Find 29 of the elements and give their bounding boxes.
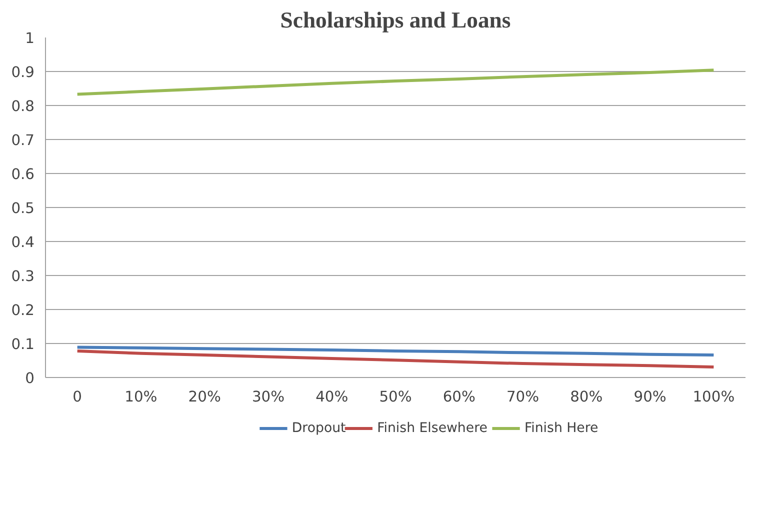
x-tick-label: 80% (570, 388, 603, 406)
x-tick-label: 0 (72, 388, 82, 406)
y-tick-label: 0.4 (11, 234, 35, 251)
line-series (76, 346, 716, 357)
chart-title: Scholarships and Loans (280, 8, 511, 32)
x-tick-label: 40% (316, 388, 348, 406)
y-tick-label: 1 (25, 30, 35, 47)
x-tick-label: 30% (252, 388, 285, 406)
y-tick-label: 0 (25, 370, 35, 387)
line-series (76, 349, 716, 368)
legend-label: Dropout (292, 421, 346, 436)
x-tick-label: 50% (379, 388, 412, 406)
y-tick-label: 0.9 (11, 64, 35, 81)
x-tick-label: 100% (692, 388, 735, 406)
legend-label: Finish Elsewhere (377, 421, 488, 436)
y-tick-label: 0.3 (11, 268, 35, 285)
x-tick-label: 60% (442, 388, 476, 406)
x-tick-label: 10% (124, 388, 158, 406)
y-tick-label: 0.7 (11, 132, 35, 149)
y-tick-label: 0.8 (11, 98, 35, 115)
x-tick-label: 90% (634, 388, 666, 406)
y-tick-label: 0.5 (11, 200, 35, 217)
line-series (76, 68, 716, 96)
legend-label: Finish Here (524, 421, 598, 436)
x-tick-label: 20% (188, 388, 221, 406)
x-tick-label: 70% (506, 388, 540, 406)
y-tick-label: 0.2 (11, 302, 35, 319)
y-tick-label: 0.6 (11, 166, 35, 183)
y-tick-label: 0.1 (11, 336, 35, 353)
